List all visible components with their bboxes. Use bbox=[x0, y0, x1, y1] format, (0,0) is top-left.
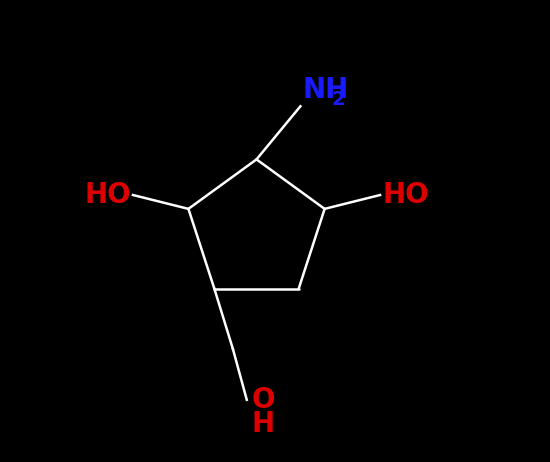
Text: NH: NH bbox=[302, 76, 349, 104]
Text: H: H bbox=[251, 410, 274, 438]
Text: HO: HO bbox=[382, 181, 429, 209]
Text: HO: HO bbox=[84, 181, 131, 209]
Text: O: O bbox=[251, 386, 275, 414]
Text: 2: 2 bbox=[331, 91, 345, 109]
